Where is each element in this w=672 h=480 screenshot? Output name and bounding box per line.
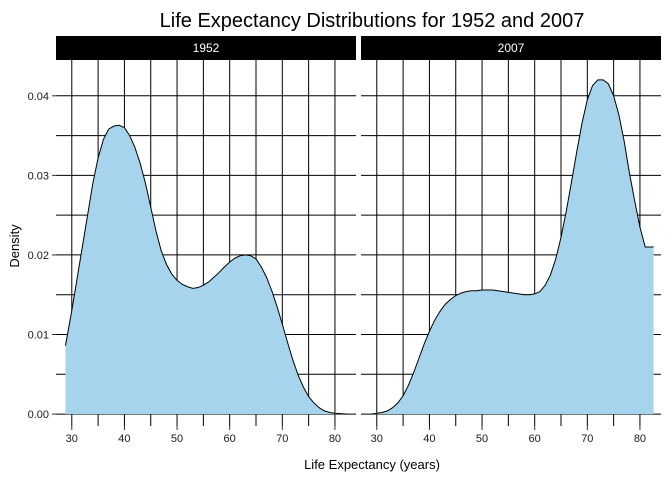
x-tick-label: 60 [529,433,541,445]
x-tick-label: 70 [581,433,593,445]
y-tick-label: 0.01 [28,330,49,342]
x-tick-label: 50 [171,433,183,445]
x-tick-label: 80 [634,433,646,445]
density-line-1952 [64,124,348,415]
facet-strip [361,36,661,60]
x-tick-label: 80 [329,433,341,445]
x-tick-label: 30 [371,433,383,445]
facet-label: 1952 [193,41,220,55]
y-tick-label: 0.03 [28,170,49,182]
density-area-2007 [371,79,654,415]
y-tick-label: 0.00 [28,409,49,421]
x-axis-title: Life Expectancy (years) [304,457,440,472]
density-area-1952 [65,125,348,415]
y-axis-title: Density [7,224,22,268]
facet-label: 2007 [498,41,525,55]
panels: 1952 30 40 50 60 70 80 0.00 0.01 0.02 0.03 0.04 2007… [28,36,661,445]
x-tick-label: 30 [66,433,78,445]
density-line-2007 [371,79,654,415]
y-tick-label: 0.04 [28,91,49,103]
x-tick-label: 40 [423,433,435,445]
x-tick-label: 40 [118,433,130,445]
panel-1952: 1952 30 40 50 60 70 80 0.00 0.01 0.02 0.03 0.04 [28,36,356,445]
x-tick-label: 60 [224,433,236,445]
gridlines [56,60,356,426]
x-tick-label: 50 [476,433,488,445]
chart-title: Life Expectancy Distributions for 1952 a… [160,10,585,32]
y-tick-label: 0.02 [28,250,49,262]
facet-strip [56,36,356,60]
panel-2007: 2007 30 40 50 60 70 80 [361,36,661,445]
x-tick-label: 70 [276,433,288,445]
